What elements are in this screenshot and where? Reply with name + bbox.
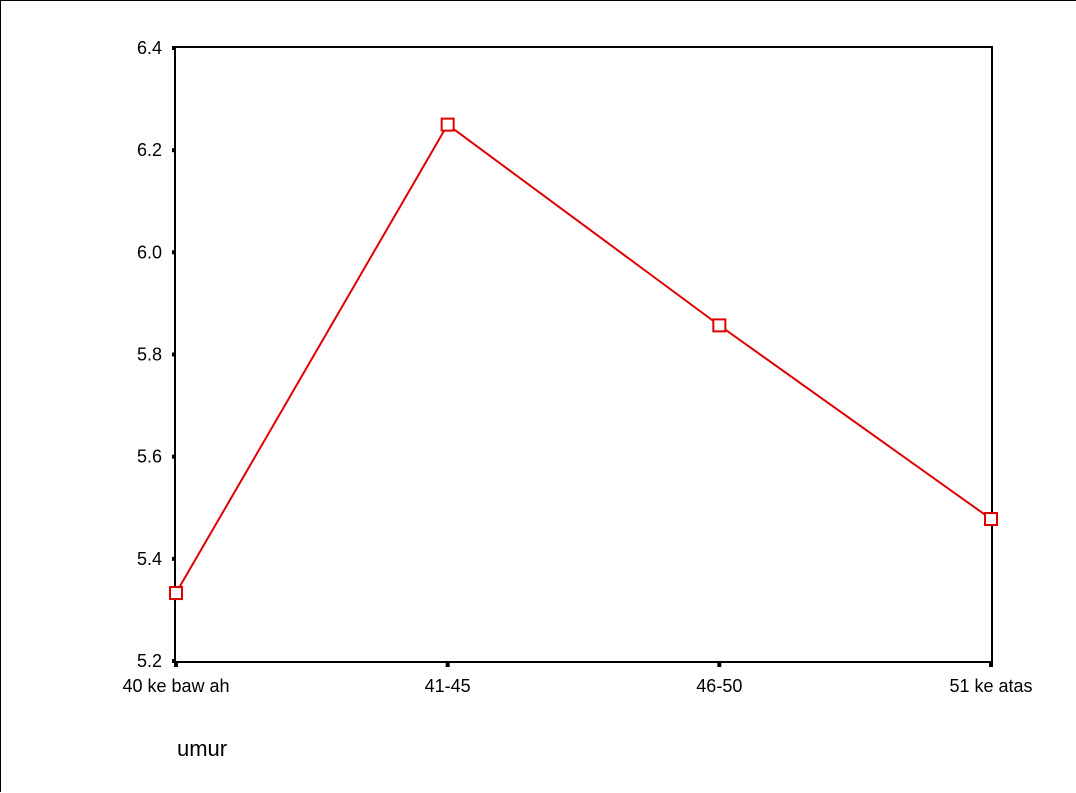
series-layer	[169, 117, 998, 601]
y-axis: 5.2 5.4 5.6 5.8 6.0 6.2 6.4	[137, 38, 176, 671]
y-tick-label: 6.4	[137, 38, 162, 58]
x-tick-label: 46-50	[696, 676, 742, 696]
y-tick-label: 5.2	[137, 651, 162, 671]
data-point-marker	[169, 586, 183, 601]
x-tick-label: 41-45	[425, 676, 471, 696]
data-point-marker	[984, 511, 998, 526]
x-axis-title: umur	[177, 736, 227, 761]
x-tick-label: 40 ke baw ah	[122, 676, 229, 696]
y-tick-label: 5.6	[137, 447, 162, 467]
data-point-marker	[712, 318, 727, 333]
y-tick-label: 6.0	[137, 242, 162, 262]
y-tick-label: 5.8	[137, 345, 162, 365]
series-line	[175, 123, 992, 594]
y-tick-label: 6.2	[137, 140, 162, 160]
x-axis: 40 ke baw ah 41-45 46-50 51 ke atas	[122, 661, 1033, 696]
plot-area	[174, 46, 993, 663]
data-point-marker	[440, 117, 455, 132]
x-tick-label: 51 ke atas	[949, 676, 1032, 696]
y-tick-label: 5.4	[137, 549, 162, 569]
